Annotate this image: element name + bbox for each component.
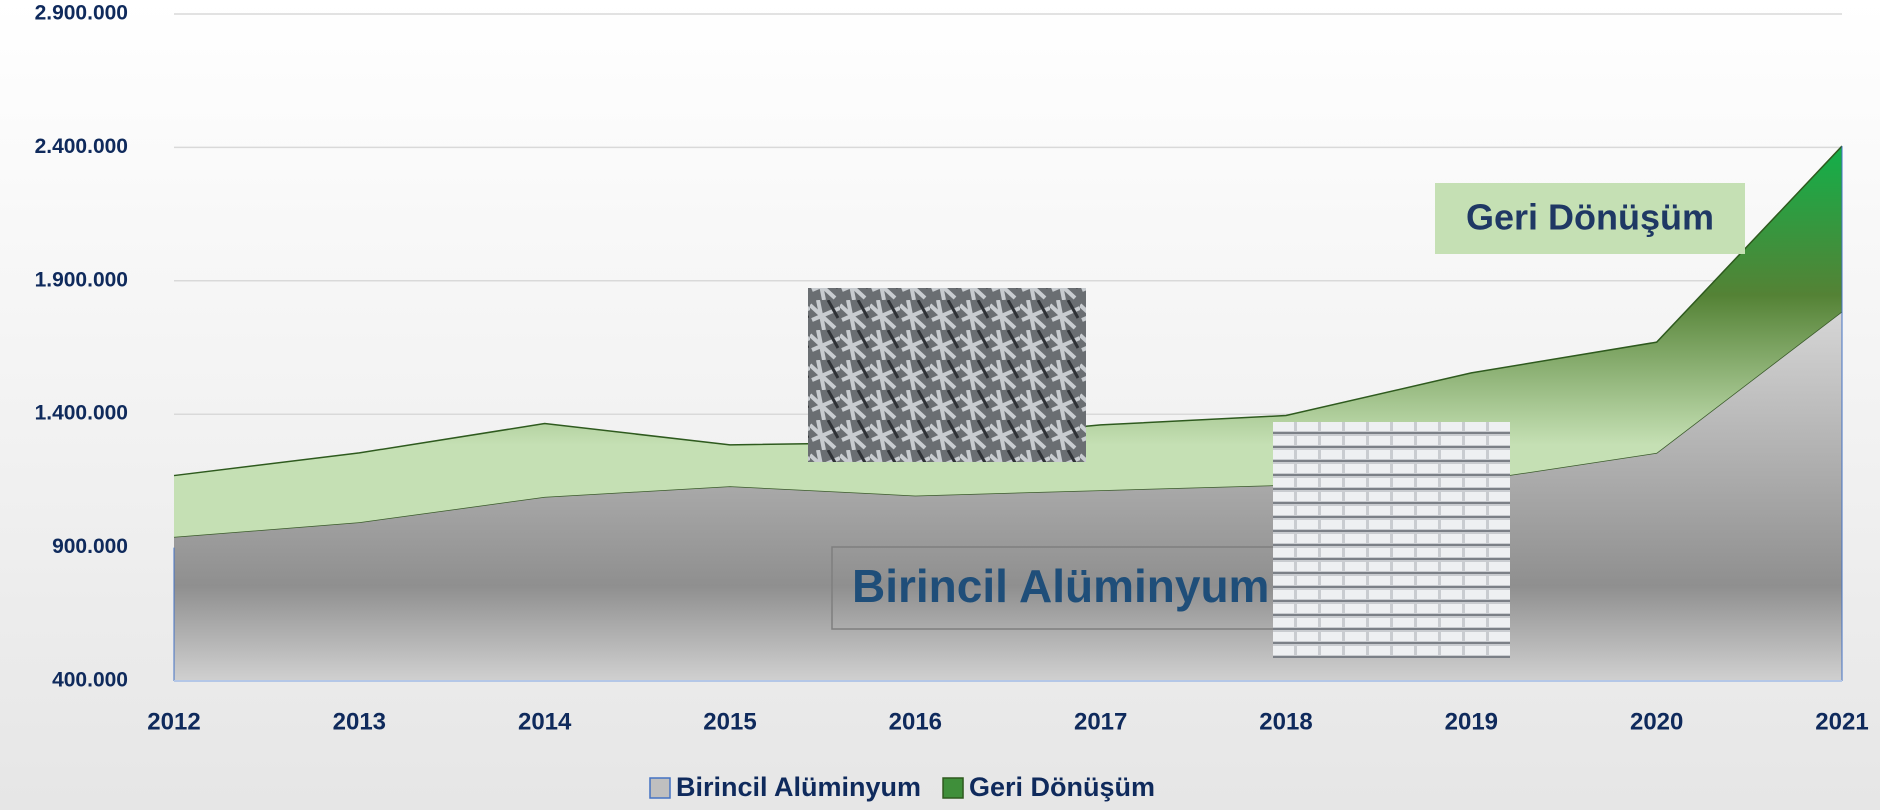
x-tick-label: 2019 bbox=[1445, 708, 1498, 735]
x-tick-label: 2021 bbox=[1815, 708, 1868, 735]
ingot-photo bbox=[1273, 422, 1510, 658]
annotation: Birincil Alüminyum bbox=[852, 560, 1269, 612]
legend-label: Geri Dönüşüm bbox=[969, 772, 1155, 802]
x-tick-label: 2014 bbox=[518, 708, 572, 735]
x-tick-label: 2016 bbox=[889, 708, 942, 735]
legend-swatch bbox=[943, 778, 963, 798]
chart: 400.000 900.000 1.400.000 1.900.000 2.400.00… bbox=[0, 0, 1880, 810]
x-tick-label: 2015 bbox=[703, 708, 756, 735]
annotation: Geri Dönüşüm bbox=[1466, 197, 1714, 238]
legend: Birincil Alüminyum Geri Dönüşüm bbox=[650, 772, 1155, 802]
y-tick-label: 1.900.000 bbox=[35, 268, 128, 291]
legend-swatch bbox=[650, 778, 670, 798]
x-tick-label: 2013 bbox=[333, 708, 386, 735]
legend-label: Birincil Alüminyum bbox=[676, 772, 921, 802]
y-tick-label: 900.000 bbox=[52, 535, 128, 558]
y-tick-label: 1.400.000 bbox=[35, 402, 128, 425]
y-tick-label: 2.900.000 bbox=[35, 2, 128, 25]
x-tick-label: 2017 bbox=[1074, 708, 1127, 735]
y-tick-label: 400.000 bbox=[52, 669, 128, 692]
x-tick-label: 2012 bbox=[147, 708, 200, 735]
page: 400.000 900.000 1.400.000 1.900.000 2.400.00… bbox=[0, 0, 1880, 810]
y-tick-label: 2.400.000 bbox=[35, 135, 128, 158]
scrap-photo bbox=[808, 288, 1086, 462]
x-tick-label: 2020 bbox=[1630, 708, 1683, 735]
x-tick-label: 2018 bbox=[1259, 708, 1312, 735]
